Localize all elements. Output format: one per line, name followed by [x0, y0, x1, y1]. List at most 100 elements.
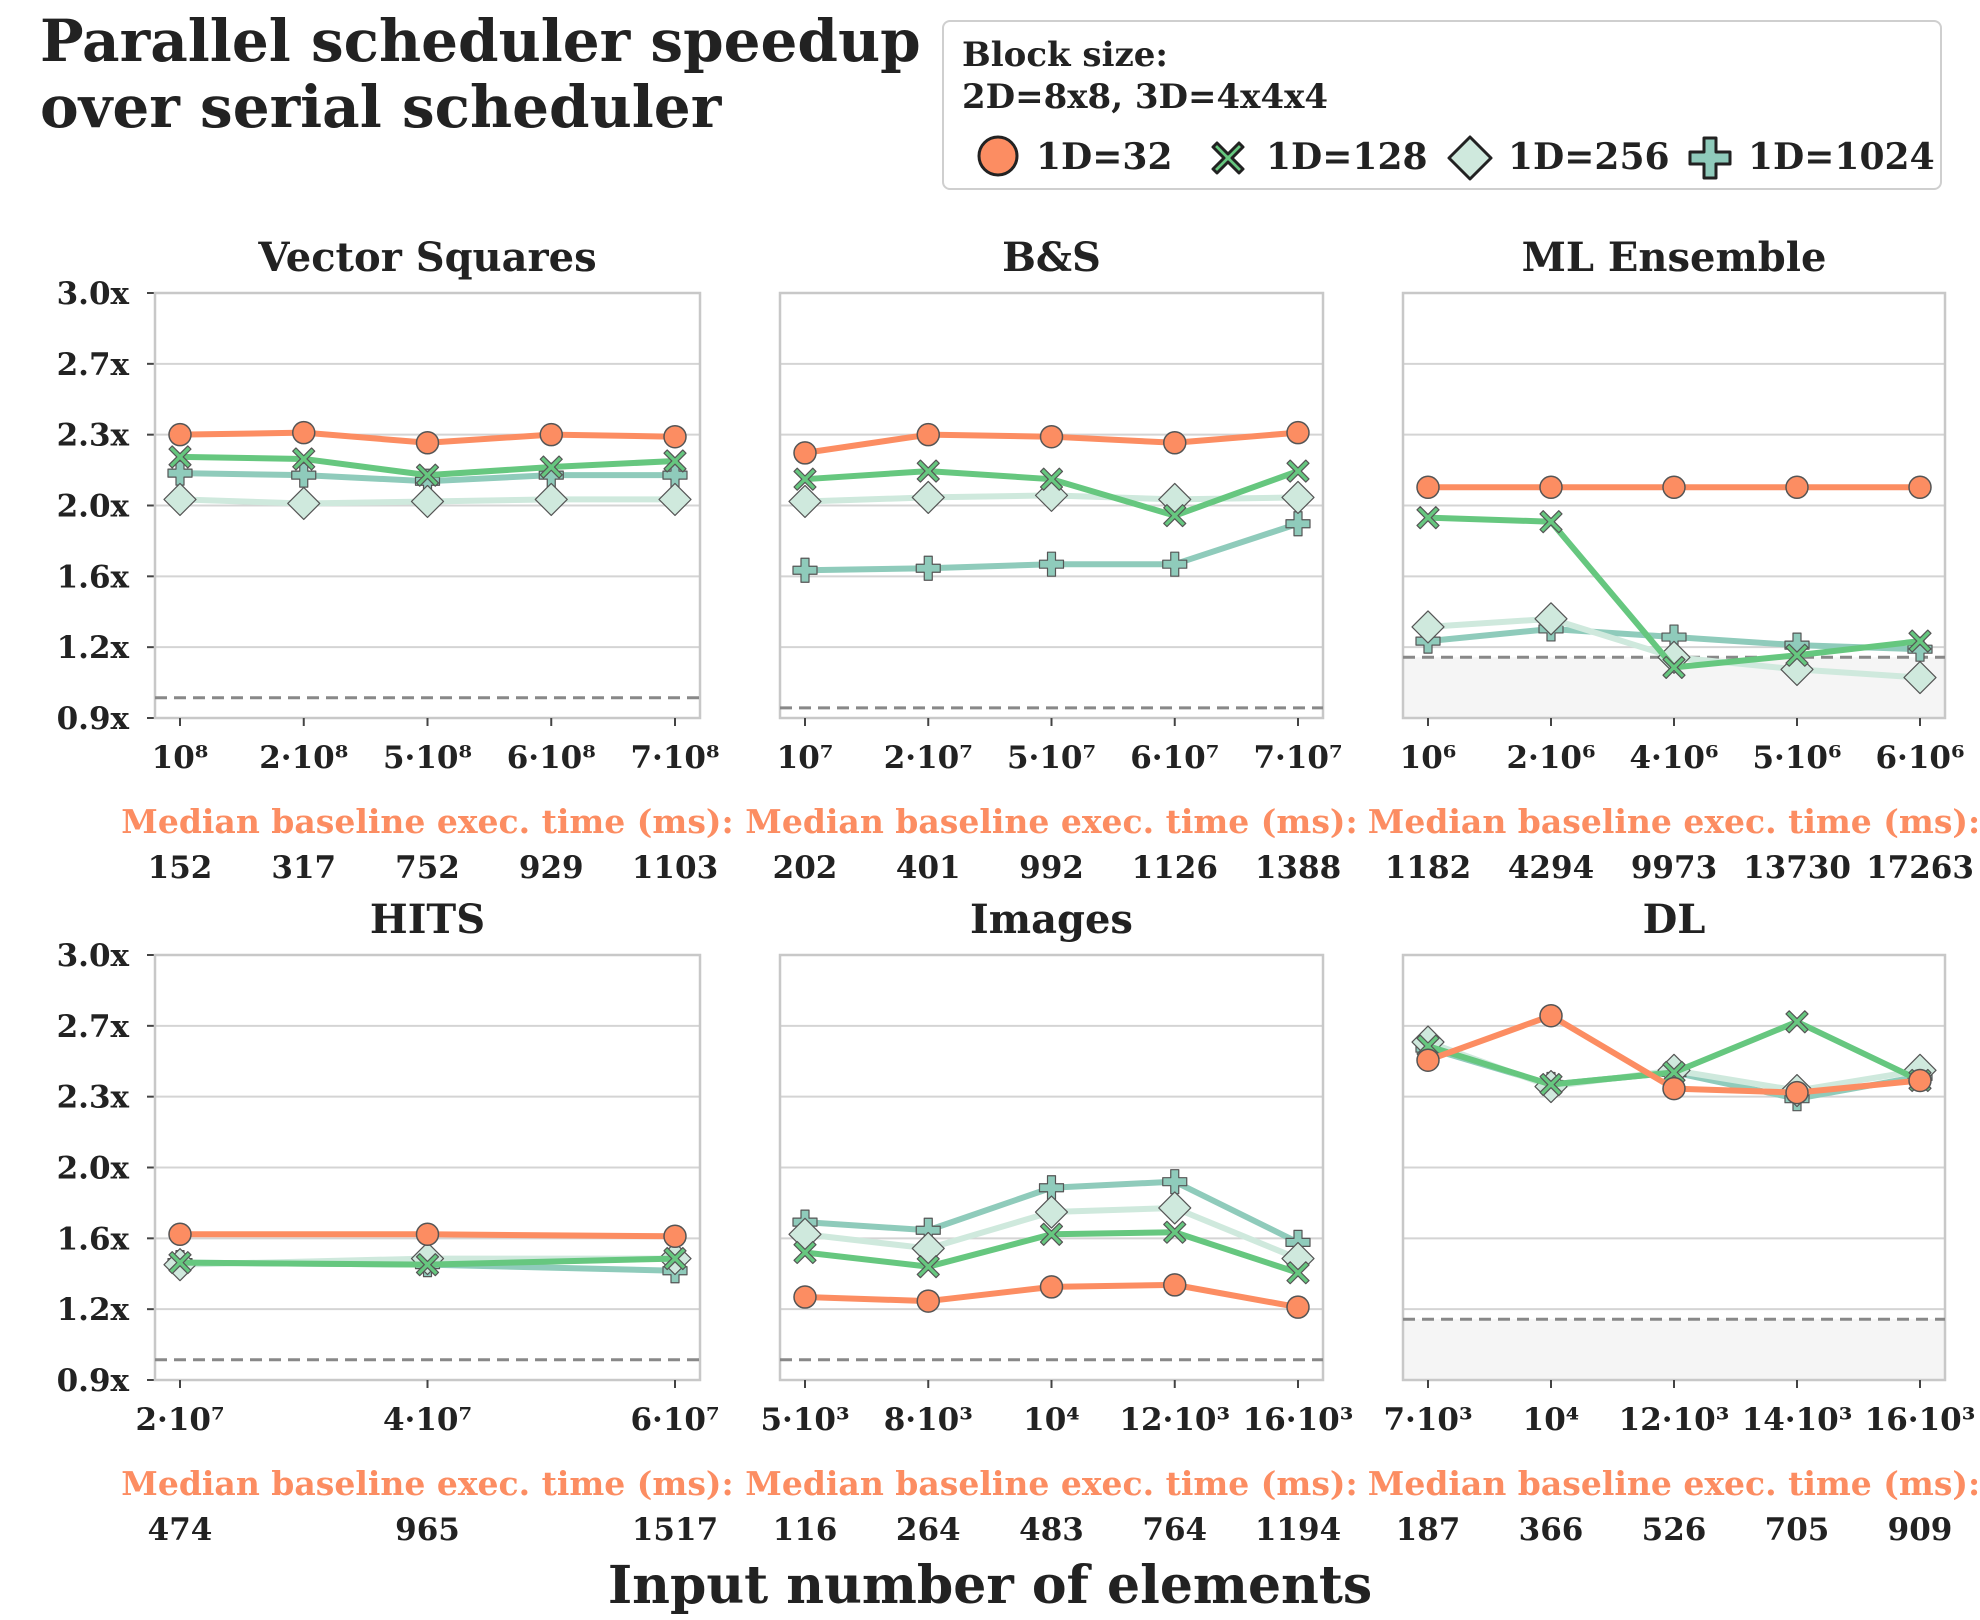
baseline-label: Median baseline exec. time (ms): — [745, 802, 1357, 841]
legend-label: 1D=128 — [1266, 136, 1428, 178]
y-tick-label: 3.0x — [57, 276, 130, 312]
x-tick-label: 16·10³ — [1865, 1402, 1976, 1438]
data-point — [539, 422, 563, 447]
circle-marker-icon — [977, 135, 1019, 177]
data-point — [1163, 1273, 1187, 1297]
legend-label: 1D=256 — [1508, 136, 1670, 178]
data-point — [168, 1251, 192, 1275]
data-point — [916, 422, 940, 447]
baseline-time-value: 965 — [395, 1512, 460, 1548]
baseline-time-value: 483 — [1019, 1512, 1084, 1548]
data-point — [292, 447, 316, 471]
baseline-label: Median baseline exec. time (ms): — [121, 802, 733, 841]
y-tick-label: 1.6x — [57, 559, 130, 595]
x-tick-label: 12·10³ — [1119, 1402, 1230, 1438]
data-point — [163, 482, 197, 517]
data-point — [534, 482, 568, 517]
data-point — [1039, 424, 1064, 449]
baseline-time-value: 401 — [896, 850, 961, 886]
data-point — [287, 486, 321, 521]
x-tick-label: 5·10⁸ — [383, 740, 472, 776]
data-point — [415, 431, 440, 455]
x-tick-label: 8·10³ — [884, 1402, 973, 1438]
data-point — [415, 1222, 440, 1247]
y-tick-label: 1.2x — [57, 1292, 130, 1328]
x-axis-label: Input number of elements — [607, 1555, 1373, 1616]
x-tick-label: 4·10⁶ — [1629, 740, 1718, 776]
data-point — [1163, 504, 1187, 528]
x-tick-label: 2·10⁷ — [135, 1402, 224, 1438]
series-1d-32 — [1416, 475, 1932, 500]
data-point — [168, 422, 192, 447]
data-point — [1162, 1169, 1188, 1195]
baseline-time-value: 929 — [519, 850, 584, 886]
x-marker-icon — [1211, 141, 1245, 175]
y-tick-label: 1.2x — [57, 630, 130, 666]
data-point — [1662, 655, 1686, 680]
series-1d-32 — [793, 1273, 1310, 1319]
data-point — [1662, 475, 1686, 500]
subplot-title: HITS — [370, 896, 485, 943]
data-point — [1662, 1076, 1686, 1101]
y-tick-label: 1.6x — [57, 1221, 130, 1257]
y-tick-label: 2.0x — [57, 1151, 130, 1187]
data-point — [1785, 1080, 1809, 1105]
series-1d-256 — [788, 478, 1315, 519]
baseline-time-value: 202 — [773, 850, 838, 886]
data-point — [1908, 629, 1932, 653]
subplot-title: Images — [970, 896, 1133, 943]
series-1d-32 — [793, 420, 1310, 465]
series-1d-256 — [163, 482, 692, 521]
data-point — [1416, 1048, 1440, 1072]
data-point — [793, 441, 817, 465]
legend-label: 1D=1024 — [1748, 136, 1935, 178]
data-point — [1534, 602, 1568, 636]
data-point — [911, 480, 945, 515]
data-point — [410, 1241, 445, 1276]
baseline-time-value: 1126 — [1132, 850, 1218, 886]
subplot-5: DL 7·10³ 10⁴ 12·10³ 14·10³ 16·10³ Median basel… — [1368, 896, 1980, 1548]
x-tick-label: 7·10³ — [1383, 1402, 1472, 1438]
x-tick-label: 10⁶ — [1400, 740, 1457, 776]
data-point — [792, 557, 818, 583]
data-point — [793, 1285, 817, 1309]
data-point — [658, 482, 692, 517]
data-point — [1038, 551, 1065, 577]
data-point — [291, 462, 317, 488]
y-tick-label: 2.3x — [57, 1080, 130, 1116]
data-point — [911, 1231, 945, 1266]
data-point — [410, 484, 445, 519]
data-point — [1163, 1220, 1187, 1244]
x-tick-label: 5·10³ — [760, 1402, 849, 1438]
y-tick-label: 2.3x — [57, 418, 130, 454]
baseline-time-value: 187 — [1396, 1512, 1461, 1548]
series-1d-128 — [793, 459, 1310, 528]
x-tick-label: 10⁷ — [777, 740, 834, 776]
data-point — [539, 455, 563, 479]
x-tick-label: 12·10³ — [1619, 1402, 1730, 1438]
data-point — [663, 1246, 687, 1271]
data-point — [1539, 510, 1563, 534]
data-point — [1034, 1195, 1069, 1229]
data-point — [1903, 660, 1937, 695]
plus-marker-icon — [1688, 136, 1732, 180]
subplot-title: DL — [1643, 896, 1706, 943]
data-point — [415, 1253, 440, 1277]
baseline-time-value: 9973 — [1631, 850, 1717, 886]
data-point — [1281, 480, 1315, 515]
baseline-time-value: 17263 — [1866, 850, 1974, 886]
x-tick-label: 10⁴ — [1023, 1402, 1080, 1438]
data-point — [788, 484, 822, 519]
y-tick-label: 3.0x — [57, 938, 130, 974]
x-tick-label: 4·10⁷ — [383, 1402, 472, 1438]
data-point — [793, 1240, 817, 1265]
data-point — [1785, 475, 1809, 500]
legend-title: Block size: 2D=8x8, 3D=4x4x4 — [962, 35, 1329, 117]
baseline-time-value: 317 — [271, 850, 336, 886]
data-point — [168, 445, 192, 469]
legend: Block size: 2D=8x8, 3D=4x4x4 1D=32 1D=12… — [942, 20, 1942, 190]
x-tick-label: 10⁸ — [152, 740, 209, 776]
data-point — [1785, 1010, 1809, 1034]
series-1d-32 — [1416, 1003, 1932, 1105]
